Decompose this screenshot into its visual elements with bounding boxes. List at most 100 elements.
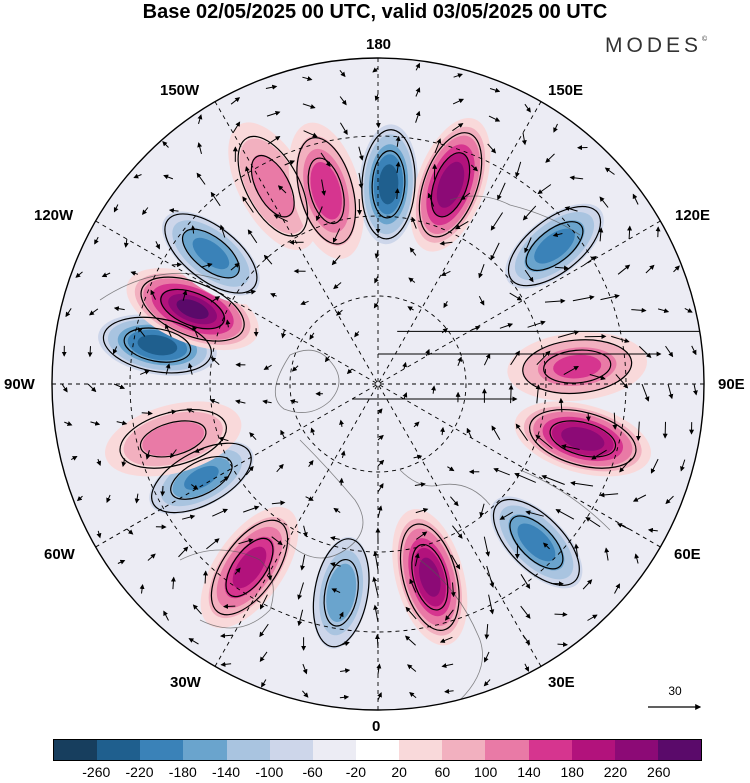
- anomaly-cell: [137, 433, 266, 523]
- wind-vector: [197, 114, 203, 125]
- wind-vector: [276, 463, 284, 473]
- wind-vector: [247, 229, 258, 244]
- wind-vector: [439, 636, 453, 643]
- wind-vector: [564, 206, 578, 212]
- wind-vector: [570, 480, 594, 487]
- colorbar-segment: [269, 740, 313, 760]
- wind-vector: [491, 425, 501, 440]
- anomaly-level: [142, 421, 205, 456]
- wind-vector: [619, 458, 632, 473]
- wind-vector: [163, 174, 174, 180]
- anomaly-level: [418, 557, 441, 597]
- wind-vector: [545, 153, 555, 163]
- colorbar-tick-label: -180: [168, 764, 197, 780]
- wind-vector: [372, 576, 379, 597]
- anomaly-contour: [529, 409, 637, 469]
- wind-vector: [262, 399, 272, 405]
- wind-vector: [611, 335, 630, 343]
- wind-vector: [407, 306, 414, 312]
- anomaly-level: [326, 563, 357, 622]
- wind-vector: [684, 307, 693, 313]
- wind-vector: [554, 611, 568, 617]
- wind-vector: [188, 638, 199, 645]
- wind-vector: [604, 547, 610, 561]
- wind-vector: [657, 308, 670, 314]
- wind-vector: [133, 173, 142, 179]
- wind-vector: [141, 410, 153, 416]
- wind-vector: [332, 228, 341, 244]
- wind-vector: [604, 167, 615, 175]
- wind-vector: [182, 289, 188, 301]
- wind-vector: [478, 264, 485, 279]
- wind-vector: [297, 582, 304, 600]
- map-title: Base 02/05/2025 00 UTC, valid 03/05/2025…: [142, 1, 608, 23]
- wind-vector: [444, 688, 454, 694]
- wind-vector: [573, 543, 579, 557]
- wind-vector: [638, 346, 652, 358]
- wind-vector: [440, 270, 451, 276]
- wind-vector: [641, 383, 650, 402]
- wind-vector: [404, 635, 416, 646]
- wind-vector: [123, 238, 129, 248]
- anomaly-cell: [495, 195, 614, 297]
- wind-vector: [333, 507, 341, 514]
- wind-vector: [302, 525, 308, 538]
- wind-vector: [291, 365, 299, 372]
- wind-vector: [259, 651, 268, 663]
- wind-vector: [220, 633, 234, 639]
- wind-vector: [203, 570, 208, 584]
- wind-vector: [197, 142, 203, 155]
- wind-vector: [450, 496, 459, 507]
- wind-vector: [70, 456, 78, 461]
- wind-vector: [457, 356, 463, 366]
- wind-vector: [178, 546, 189, 558]
- contour-ring: [250, 154, 295, 218]
- wind-vector: [374, 275, 379, 284]
- wind-vector: [315, 206, 323, 222]
- wind-vector: [415, 110, 421, 123]
- wind-vector: [168, 208, 179, 214]
- wind-vector: [514, 472, 536, 483]
- wind-vector: [582, 579, 593, 590]
- wind-vector: [225, 319, 231, 328]
- contour-ring: [160, 288, 225, 330]
- colorbar-tick-label: -100: [255, 764, 284, 780]
- wind-vector: [358, 146, 364, 161]
- colorbar-segment: [226, 740, 270, 760]
- colorbar-ticks: -260 -220 -180 -140 -100 -60 -20 20 60 100 140 180 2…: [0, 764, 750, 783]
- contour-ring: [210, 519, 289, 616]
- wind-vector: [281, 329, 286, 339]
- colorbar-tick-label: -60: [302, 764, 323, 780]
- anomaly-contour: [399, 523, 460, 631]
- wind-vector: [645, 264, 655, 274]
- colorbar-tick-label: 260: [647, 764, 671, 780]
- wind-vector: [373, 550, 379, 571]
- wind-vector: [76, 495, 83, 502]
- contour-ring: [123, 327, 192, 363]
- anomaly-contour: [507, 205, 602, 287]
- contour-ring: [164, 213, 258, 294]
- wind-vector: [338, 611, 344, 620]
- wind-vector: [116, 420, 128, 426]
- wind-vector: [569, 175, 584, 181]
- wind-vector: [490, 212, 504, 231]
- wind-vector: [220, 661, 232, 667]
- wind-vector: [647, 527, 658, 533]
- wind-vector: [377, 505, 383, 519]
- contour-ring: [399, 523, 460, 631]
- wind-vector: [377, 408, 383, 415]
- wind-vector: [373, 604, 379, 623]
- wind-vector: [263, 364, 272, 370]
- wind-vector: [230, 262, 240, 271]
- wind-vector: [265, 84, 278, 90]
- colorbar-tick-label: 20: [391, 764, 407, 780]
- wind-vector: [113, 306, 125, 312]
- wind-vector: [440, 426, 445, 436]
- wind-vector: [339, 96, 347, 106]
- wind-vector: [627, 225, 633, 240]
- wind-vector: [489, 87, 501, 93]
- wind-vector: [544, 298, 566, 304]
- wind-vector: [680, 459, 686, 472]
- wind-vector: [245, 465, 254, 476]
- wind-vector: [339, 419, 345, 427]
